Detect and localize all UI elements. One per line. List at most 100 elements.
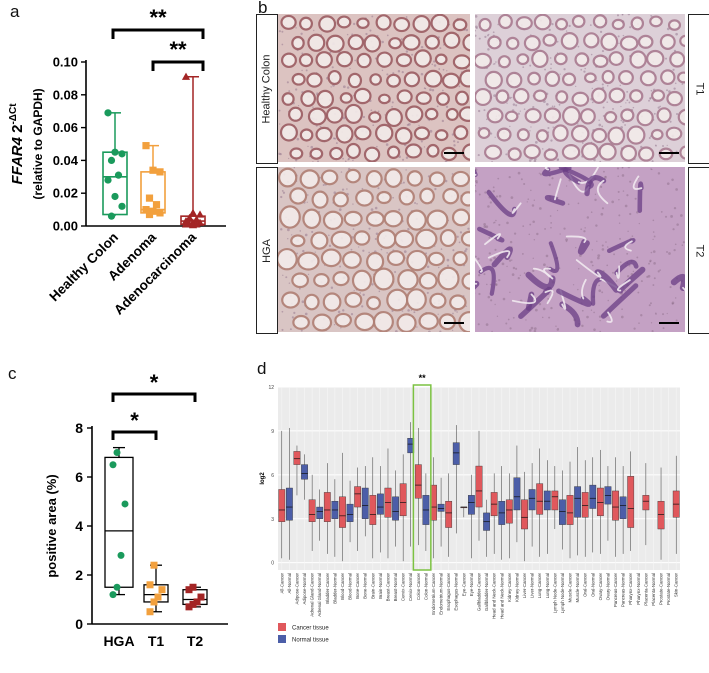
nucleus xyxy=(506,102,508,104)
nucleus xyxy=(433,64,437,67)
nucleus xyxy=(632,270,635,273)
crypt xyxy=(478,17,492,32)
crypt xyxy=(544,70,561,87)
nucleus xyxy=(666,27,670,31)
gland xyxy=(542,167,572,177)
nucleus xyxy=(662,313,665,316)
nucleus xyxy=(281,30,284,33)
crypt xyxy=(601,69,615,85)
nucleus xyxy=(386,252,388,254)
nucleus xyxy=(638,322,640,324)
crypt xyxy=(291,272,310,289)
nucleus xyxy=(459,231,463,234)
nucleus xyxy=(591,87,593,90)
crypt xyxy=(445,107,459,121)
nucleus xyxy=(543,263,546,267)
data-point xyxy=(189,583,197,591)
micrograph-t2 xyxy=(475,167,685,332)
crypt xyxy=(299,128,314,142)
x-tick-label: Cervix-Normal xyxy=(408,573,413,601)
nucleus xyxy=(512,266,516,270)
crypt xyxy=(289,147,304,160)
gland-lumen xyxy=(511,202,522,214)
nucleus xyxy=(394,270,397,274)
nucleus xyxy=(580,68,583,71)
nucleus xyxy=(624,124,626,126)
x-tick-label: Bone-Normal xyxy=(363,573,368,599)
crypt xyxy=(327,69,342,86)
nucleus xyxy=(475,255,477,258)
nucleus xyxy=(559,233,561,235)
crypt xyxy=(487,35,502,50)
crypt xyxy=(571,91,590,107)
crypt xyxy=(386,250,406,267)
nucleus xyxy=(428,119,431,122)
nucleus xyxy=(664,215,668,218)
crypt xyxy=(307,107,327,126)
nucleus xyxy=(361,305,364,308)
crypt xyxy=(516,53,530,66)
x-tick-label: Lymph Node-Normal xyxy=(560,573,565,613)
nucleus xyxy=(654,144,657,147)
nucleus xyxy=(352,228,355,231)
nucleus xyxy=(646,275,649,278)
nucleus xyxy=(478,37,481,40)
nucleus xyxy=(349,67,351,70)
nucleus xyxy=(640,314,643,317)
crypt xyxy=(531,49,549,69)
nucleus xyxy=(475,15,478,18)
nucleus xyxy=(538,302,542,306)
crypt xyxy=(418,312,439,330)
nucleus xyxy=(637,291,640,294)
nucleus xyxy=(606,101,609,104)
nucleus xyxy=(565,185,568,187)
gland xyxy=(601,283,639,319)
nucleus xyxy=(405,156,409,160)
data-point xyxy=(121,500,129,508)
nucleus xyxy=(621,14,623,16)
crypt xyxy=(372,267,395,291)
x-tick-label: All-Cancer xyxy=(279,572,284,593)
nucleus xyxy=(532,220,535,224)
x-tick-label: Head and Neck-Normal xyxy=(499,573,504,619)
nucleus xyxy=(597,256,600,260)
nucleus xyxy=(281,328,284,331)
crypt xyxy=(343,210,363,227)
crypt xyxy=(404,143,423,159)
nucleus xyxy=(655,313,657,315)
significance-label: ** xyxy=(149,5,167,30)
nucleus xyxy=(579,254,582,257)
nucleus xyxy=(359,292,362,294)
nucleus xyxy=(493,94,496,98)
nucleus xyxy=(413,311,416,314)
x-tick-label: Colon-Cancer xyxy=(416,572,421,600)
nucleus xyxy=(629,180,632,183)
nucleus xyxy=(666,89,669,92)
crypt xyxy=(451,208,470,227)
nucleus xyxy=(649,260,652,263)
x-tick-label: Blood-Normal xyxy=(348,573,353,600)
crypt xyxy=(332,191,349,208)
crypt xyxy=(553,52,568,66)
crypt xyxy=(497,55,511,69)
label-healthy-colon: Healthy Colon xyxy=(256,14,278,164)
nucleus xyxy=(347,159,349,161)
x-tick-label: Bone-Cancer xyxy=(355,572,360,598)
nucleus xyxy=(619,261,622,264)
nucleus xyxy=(439,330,442,332)
crypt xyxy=(396,89,413,105)
nucleus xyxy=(674,297,677,299)
crypt xyxy=(533,14,552,31)
data-point xyxy=(188,221,198,229)
data-point xyxy=(107,156,116,164)
nucleus xyxy=(280,195,283,199)
nucleus xyxy=(546,102,549,106)
nucleus xyxy=(548,28,551,32)
crypt xyxy=(406,170,423,187)
crypt xyxy=(555,90,569,104)
nucleus xyxy=(401,310,404,312)
crypt xyxy=(376,229,397,249)
box xyxy=(551,490,559,511)
x-tick-label: Prostate-Normal xyxy=(666,573,671,605)
nucleus xyxy=(617,190,620,193)
